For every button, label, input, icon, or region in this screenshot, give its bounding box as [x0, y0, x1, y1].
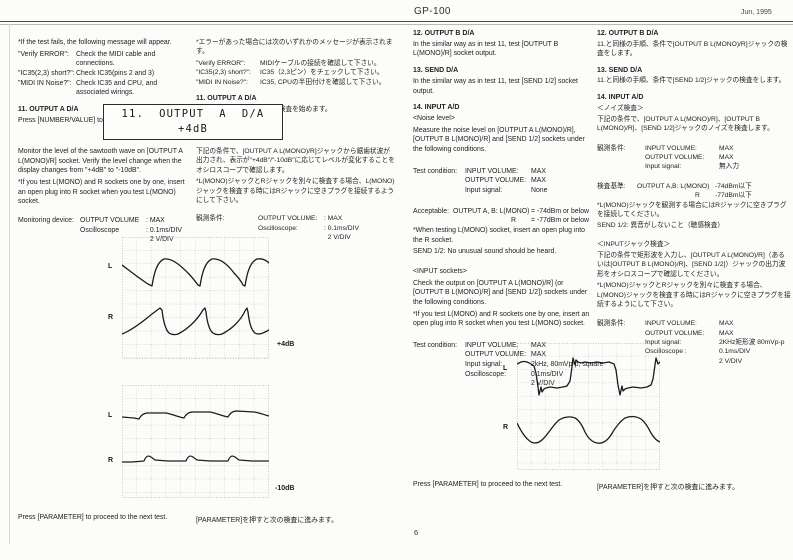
- oscilloscope-figure-square: L R: [503, 343, 661, 470]
- acceptable-note1-en: *When testing L(MONO) socket, insert an …: [413, 226, 585, 244]
- left-col-en: *If the test fails, the following messag…: [18, 38, 192, 127]
- input-sockets-note-en: *If you test L(MONO) and R sockets one b…: [413, 310, 590, 328]
- input-sockets-subtitle-ja: ＜INPUTジャック検査＞: [597, 240, 671, 248]
- oscilloscope-figure-minus10db: L R -10dB: [108, 385, 294, 498]
- scope-grid-waveform: [516, 343, 661, 470]
- acceptable-note1-ja: *L(MONO)ジャックを観測する場合にはRジャックに空きプラグを接続してくださ…: [597, 201, 787, 218]
- fail-row: "MIDI IN Noise?": IC35, CPUの半田付けを確認して下さい…: [196, 78, 386, 86]
- monitoring-conditions-ja: 観測条件: OUTPUT VOLUME:: MAX Oscilloscope::…: [196, 215, 359, 241]
- figure-caption: +4dB: [277, 341, 295, 348]
- fail-row: "Verify ERROR": Check the MIDI cable and…: [18, 50, 156, 68]
- input-sockets-body-en: Check the output on [OUTPUT A L(MONO)/R]…: [413, 279, 588, 306]
- waveform-r: [121, 307, 270, 336]
- left-monitor-en: Monitor the level of the sawtooth wave o…: [18, 147, 194, 245]
- test-condition-1-en: Test condition: INPUT VOLUME: MAX OUTPUT …: [413, 167, 548, 194]
- channel-l-label: L: [503, 365, 508, 372]
- fail-row: "MIDI IN Noise?": Check IC35 and CPU, an…: [18, 79, 158, 97]
- figure-caption: -10dB: [275, 485, 295, 492]
- section-14-body-ja: 下記の条件で、[OUTPUT A L(MONO)/R]、[OUTPUT B L(…: [597, 115, 774, 133]
- channel-l-label: L: [108, 412, 113, 419]
- scope-grid-waveform: [121, 237, 270, 359]
- section-14-body-en: Measure the noise level on [OUTPUT A L(M…: [413, 126, 585, 153]
- right-col-ja: 12. OUTPUT B D/A 11.と同様の手順、条件で[OUTPUT B …: [597, 29, 791, 366]
- input-sockets-body-ja: 下記の条件で矩形波を入力し、[OUTPUT A L(MONO)/R]（あるいは[…: [597, 252, 786, 278]
- section-12-body-ja: 11.と同様の手順、条件で[OUTPUT B L(MONO)/R]ジャックの検査…: [597, 40, 788, 58]
- model-title: GP-100: [414, 6, 451, 17]
- section-13-body-ja: 11.と同様の手順、条件で[SEND 1/2]ジャックの検査をします。: [597, 77, 786, 85]
- section-11-title-en: 11. OUTPUT A D/A: [18, 105, 79, 113]
- fail-intro-en: *If the test fails, the following messag…: [18, 39, 172, 46]
- test-condition-1-ja: 観測条件: INPUT VOLUME: MAX OUTPUT VOLUME: MAX…: [597, 144, 740, 171]
- test-condition-2-ja: 観測条件: INPUT VOLUME: MAX OUTPUT VOLUME: MAX…: [597, 320, 785, 365]
- section-12-body-en: In the similar way as in test 11, test […: [413, 40, 559, 58]
- section-14-title-en: 14. INPUT A/D: [413, 104, 460, 112]
- oscilloscope-figure-plus4db: L R +4dB: [108, 237, 294, 359]
- monitor-note-en: *If you test L(MONO) and R sockets one b…: [18, 178, 185, 206]
- header-rule-shadow: [0, 24, 793, 25]
- section-11-body-en: Press [NUMBER/VALUE] to start the test.: [18, 116, 145, 124]
- fail-intro-ja: *エラーがあった場合には次のいずれかのメッセージが表示されます。: [196, 39, 393, 56]
- page-fold-line: [9, 24, 10, 544]
- header-rule: [0, 21, 793, 22]
- section-14-title-ja: 14. INPUT A/D: [597, 93, 644, 101]
- monitor-note-ja: *L(MONO)ジャックとRジャックを別々に検査する場合、L(MONO)ジャック…: [196, 178, 395, 204]
- revision-date: Jun, 1995: [741, 9, 772, 16]
- acceptable-block-ja: 検査基準: OUTPUT A,B: L(MONO) -74dBm以下 R -77dB…: [597, 182, 752, 200]
- noise-level-subtitle-en: <Noise level>: [413, 115, 455, 123]
- lcd-line2: +4dB: [177, 123, 209, 135]
- channel-l-label: L: [108, 263, 113, 270]
- right-footer-ja: [PARAMETER]を押すと次の検査に進みます。: [597, 484, 739, 491]
- channel-r-label: R: [108, 457, 114, 464]
- acceptable-note2-ja: SEND 1/2: 異音がしないこと（聴感検査）: [597, 222, 725, 230]
- left-footer-en: Press [PARAMETER] to proceed to the next…: [18, 514, 168, 521]
- section-11-title-ja: 11. OUTPUT A D/A: [196, 94, 257, 102]
- waveform-l: [121, 410, 270, 420]
- section-13-title-ja: 13. SEND D/A: [597, 66, 643, 74]
- waveform-l: [121, 258, 270, 287]
- monitor-paragraph-ja: 下記の条件で、[OUTPUT A L(MONO)/R]ジャックから鋸歯状波が出力…: [196, 148, 395, 174]
- waveform-r: [516, 415, 661, 444]
- page-number: 6: [414, 528, 419, 537]
- input-sockets-note-ja: *L(MONO)ジャックとRジャックを別々に検査する場合、L(MONO)ジャック…: [597, 282, 791, 308]
- monitor-paragraph-en: Monitor the level of the sawtooth wave o…: [18, 148, 183, 175]
- fail-row: "Verify ERROR": MIDIケーブルの接続を確認して下さい。: [196, 59, 381, 67]
- acceptable-block-en: Acceptable: OUTPUT A, B: L(MONO) = -74dBm…: [413, 207, 590, 225]
- section-12-title-ja: 12. OUTPUT B D/A: [597, 30, 659, 37]
- fail-row: "IC35(2,3) short?": IC35（2,3ピン）をチェックして下さ…: [196, 69, 384, 77]
- right-footer-en: Press [PARAMETER] to proceed to the next…: [413, 481, 563, 488]
- left-footer-ja: [PARAMETER]を押すと次の検査に進みます。: [196, 517, 338, 524]
- channel-r-label: R: [503, 424, 509, 431]
- section-13-body-en: In the similar way as in test 11, test […: [413, 77, 578, 95]
- scope-grid-waveform: [121, 385, 270, 498]
- lcd-display: 11. OUTPUT A D/A +4dB: [103, 104, 283, 140]
- left-monitor-ja: 下記の条件で、[OUTPUT A L(MONO)/R]ジャックから鋸歯状波が出力…: [196, 147, 396, 242]
- channel-r-label: R: [108, 314, 114, 321]
- noise-level-subtitle-ja: ＜ノイズ検査＞: [597, 104, 644, 112]
- section-12-title-en: 12. OUTPUT B D/A: [413, 30, 475, 37]
- waveform-l: [516, 357, 661, 396]
- section-13-title-en: 13. SEND D/A: [413, 67, 459, 75]
- acceptable-note2-en: SEND 1/2: No unusual sound should be hea…: [413, 248, 557, 256]
- right-col-en: 12. OUTPUT B D/A In the similar way as i…: [413, 29, 603, 389]
- lcd-line1: 11. OUTPUT A D/A: [121, 108, 265, 120]
- waveform-r: [122, 455, 269, 463]
- input-sockets-subtitle-en: <INPUT sockets>: [413, 267, 467, 275]
- fail-row: "IC35(2,3) short?": Check IC35(pins 2 an…: [18, 69, 155, 77]
